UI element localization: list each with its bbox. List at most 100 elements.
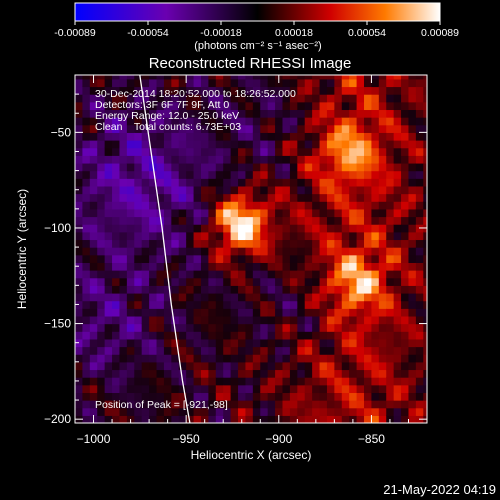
heatmap-cell [104, 361, 113, 371]
heatmap-cell [134, 300, 143, 309]
heatmap-cell [319, 78, 328, 88]
heatmap-cell [82, 384, 91, 394]
heatmap-cell [341, 193, 350, 202]
heatmap-cell [252, 147, 261, 156]
heatmap-cell [75, 117, 84, 126]
heatmap-cell [319, 140, 328, 149]
heatmap-cell [408, 86, 417, 95]
heatmap-cell [319, 170, 328, 179]
heatmap-cell [304, 377, 313, 386]
heatmap-cell [89, 346, 98, 355]
heatmap-cell [312, 132, 321, 141]
heatmap-cell [230, 124, 239, 133]
heatmap-cell [297, 400, 306, 409]
heatmap-cell [89, 109, 98, 118]
heatmap-cell [297, 132, 306, 141]
heatmap-cell [260, 338, 269, 348]
heatmap-cell [141, 392, 150, 401]
heatmap-cell [82, 346, 91, 355]
heatmap-cell [126, 277, 135, 286]
heatmap-cell [282, 315, 291, 325]
heatmap-cell [134, 292, 143, 302]
heatmap-cell [275, 224, 284, 233]
heatmap-cell [156, 285, 165, 294]
heatmap-cell [156, 117, 165, 126]
heatmap-cell [312, 193, 321, 202]
heatmap-cell [134, 354, 143, 363]
heatmap-cell [326, 346, 335, 355]
heatmap-cell [401, 109, 410, 118]
heatmap-cell [149, 338, 158, 348]
heatmap-cell [415, 300, 424, 309]
heatmap-cell [289, 247, 298, 256]
heatmap-cell [186, 338, 195, 348]
heatmap-cell [401, 117, 410, 126]
heatmap-cell [134, 262, 143, 271]
heatmap-cell [245, 369, 254, 378]
heatmap-cell [215, 94, 224, 103]
heatmap-cell [319, 323, 328, 332]
heatmap-cell [289, 354, 298, 363]
heatmap-cell [289, 101, 298, 111]
heatmap-cell [149, 155, 158, 164]
heatmap-cell [186, 162, 195, 172]
heatmap-cell [134, 346, 143, 355]
heatmap-cell [415, 338, 424, 348]
heatmap-cell [238, 185, 247, 195]
heatmap-cell [326, 147, 335, 156]
heatmap-cell [193, 162, 202, 172]
heatmap-cell [267, 346, 276, 355]
heatmap-cell [297, 178, 306, 187]
heatmap-cell [193, 262, 202, 271]
heatmap-cell [326, 392, 335, 401]
heatmap-cell [260, 117, 269, 126]
heatmap-cell [223, 300, 232, 309]
heatmap-cell [97, 346, 106, 355]
heatmap-cell [378, 392, 387, 401]
heatmap-cell [378, 216, 387, 225]
heatmap-cell [356, 185, 365, 195]
heatmap-cell [186, 109, 195, 118]
heatmap-cell [326, 407, 335, 416]
heatmap-cell [200, 354, 209, 363]
heatmap-cell [82, 323, 91, 332]
heatmap-cell [371, 415, 380, 423]
heatmap-cell [423, 361, 427, 371]
heatmap-cell [104, 285, 113, 294]
heatmap-cell [156, 124, 165, 133]
heatmap-cell [230, 208, 239, 218]
heatmap-cell [364, 94, 373, 103]
heatmap-cell [171, 178, 180, 187]
annotation-peak-position: Position of Peak = [-921,-98] [95, 399, 228, 411]
heatmap-cell [371, 75, 380, 80]
heatmap-cell [415, 140, 424, 149]
heatmap-cell [193, 323, 202, 332]
heatmap-cell [408, 323, 417, 332]
heatmap-cell [178, 400, 187, 409]
heatmap-cell [401, 262, 410, 271]
heatmap-cell [364, 361, 373, 371]
heatmap-cell [401, 346, 410, 355]
heatmap-cell [401, 384, 410, 394]
heatmap-cell [282, 201, 291, 210]
heatmap-cell [408, 315, 417, 325]
heatmap-cell [223, 400, 232, 409]
heatmap-cell [341, 231, 350, 241]
heatmap-cell [304, 239, 313, 248]
heatmap-cell [223, 231, 232, 241]
heatmap-cell [341, 132, 350, 141]
heatmap-cell [334, 162, 343, 172]
heatmap-cell [252, 292, 261, 302]
heatmap-cell [156, 185, 165, 195]
heatmap-cell [356, 407, 365, 416]
heatmap-cell [289, 117, 298, 126]
heatmap-cell [326, 224, 335, 233]
heatmap-cell [304, 178, 313, 187]
heatmap-cell [126, 354, 135, 363]
heatmap-cell [267, 315, 276, 325]
heatmap-cell [341, 308, 350, 317]
heatmap-cell [156, 377, 165, 386]
heatmap-cell [215, 231, 224, 241]
heatmap-cell [215, 201, 224, 210]
heatmap-cell [364, 147, 373, 156]
